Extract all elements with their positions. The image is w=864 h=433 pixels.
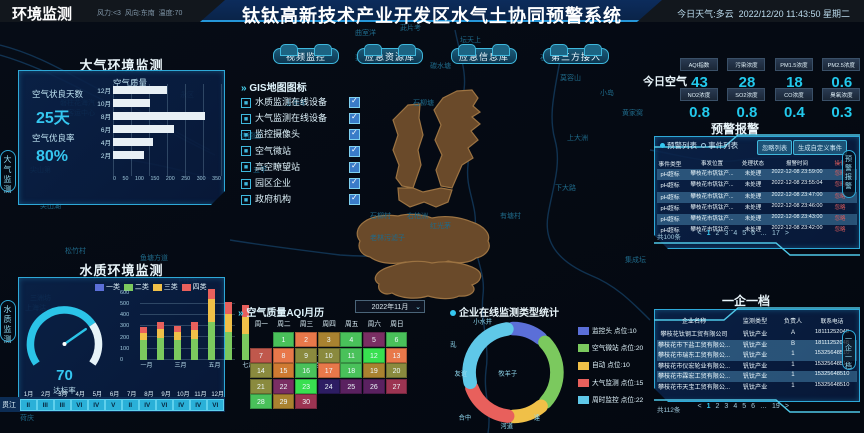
svg-text:石柳村: 石柳村 bbox=[370, 211, 391, 220]
svg-text:碳水塘: 碳水塘 bbox=[430, 61, 451, 70]
svg-text:上大洲: 上大洲 bbox=[567, 133, 588, 142]
svg-text:有塘村: 有塘村 bbox=[500, 211, 521, 220]
svg-text:老林污滤子: 老林污滤子 bbox=[370, 233, 405, 242]
svg-text:石柳塘: 石柳塘 bbox=[413, 98, 434, 107]
svg-text:集成坛: 集成坛 bbox=[625, 255, 646, 264]
svg-text:红光茅: 红光茅 bbox=[430, 221, 451, 230]
svg-text:合中: 合中 bbox=[459, 413, 472, 422]
svg-text:荷庆: 荷庆 bbox=[20, 413, 34, 422]
svg-text:乱: 乱 bbox=[450, 339, 457, 348]
svg-text:小水井: 小水井 bbox=[473, 316, 492, 325]
svg-text:黄家窝: 黄家窝 bbox=[622, 108, 643, 117]
svg-text:牧羊子: 牧羊子 bbox=[498, 369, 517, 378]
svg-text:曲室洋: 曲室洋 bbox=[355, 28, 376, 37]
svg-text:莫容山: 莫容山 bbox=[560, 73, 581, 82]
svg-text:松竹村: 松竹村 bbox=[65, 246, 86, 255]
svg-text:逢: 逢 bbox=[534, 413, 540, 422]
svg-text:小岛: 小岛 bbox=[600, 88, 614, 97]
svg-text:友谊: 友谊 bbox=[454, 369, 467, 378]
svg-text:坛天上: 坛天上 bbox=[460, 35, 481, 44]
svg-text:下大路: 下大路 bbox=[555, 183, 576, 192]
svg-text:河道: 河道 bbox=[500, 421, 513, 430]
svg-text:右柏洲: 右柏洲 bbox=[407, 211, 428, 220]
